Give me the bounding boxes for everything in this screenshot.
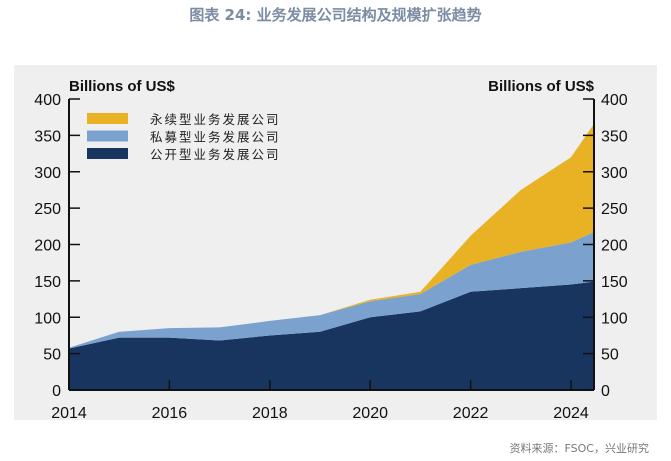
right-tick-label: 350	[601, 128, 628, 145]
x-tick-label: 2016	[152, 405, 188, 422]
right-axis-unit: Billions of US$	[488, 78, 595, 95]
area-series-1	[69, 281, 594, 390]
x-tick-label: 2024	[553, 405, 589, 422]
left-tick-label: 200	[34, 238, 61, 255]
right-tick-label: 150	[601, 274, 628, 291]
legend-swatch	[87, 130, 128, 142]
left-tick-label: 300	[34, 165, 61, 182]
legend-swatch	[87, 148, 128, 159]
right-tick-label: 200	[601, 238, 628, 255]
right-tick-label: 250	[601, 201, 628, 218]
left-tick-label: 150	[34, 274, 61, 291]
x-tick-label: 2022	[453, 405, 489, 422]
x-tick-label: 2014	[51, 405, 87, 422]
figure-title: 图表 24: 业务发展公司结构及规模扩张趋势	[189, 6, 482, 24]
left-tick-label: 350	[34, 128, 61, 145]
source-note: 资料来源：FSOC，兴业研究	[509, 442, 649, 455]
left-tick-label: 100	[34, 310, 61, 327]
right-tick-label: 0	[601, 383, 610, 400]
left-tick-label: 250	[34, 201, 61, 218]
left-tick-label: 400	[34, 92, 61, 109]
left-tick-label: 0	[52, 383, 61, 400]
x-tick-label: 2020	[352, 405, 388, 422]
legend-label: 私募型业务发展公司	[150, 130, 281, 145]
right-tick-label: 300	[601, 165, 628, 182]
area-series-2	[69, 232, 594, 349]
right-tick-label: 50	[601, 347, 619, 364]
left-axis-unit: Billions of US$	[69, 78, 176, 95]
right-tick-label: 100	[601, 310, 628, 327]
legend-label: 公开型业务发展公司	[150, 147, 281, 162]
x-tick-label: 2018	[252, 405, 288, 422]
right-tick-label: 400	[601, 92, 628, 109]
legend-label: 永续型业务发展公司	[150, 112, 281, 127]
left-tick-label: 50	[43, 347, 61, 364]
legend-swatch	[87, 113, 128, 124]
area-series-3	[69, 124, 594, 348]
